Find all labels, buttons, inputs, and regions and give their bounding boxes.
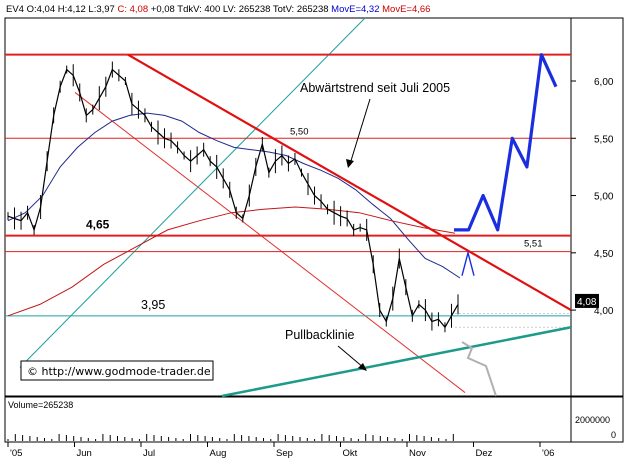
watermark-text: © http://www.godmode-trader.de xyxy=(27,365,211,378)
header-open: O:4,04 xyxy=(27,4,56,15)
volume-label: Volume=265238 xyxy=(8,400,73,410)
header-symbol: EV4 xyxy=(6,4,24,15)
header-lv: LV: 265238 xyxy=(223,4,271,15)
header-tdkv: TdkV: 400 xyxy=(177,4,220,15)
current-price-box xyxy=(575,293,599,308)
header-move-1: MovE=4,32 xyxy=(331,4,379,15)
projection-main xyxy=(454,53,558,232)
watermark-box xyxy=(20,360,214,381)
downtrend-arrow-head xyxy=(346,159,354,168)
ma-fast-line xyxy=(7,112,461,279)
pullback-line xyxy=(221,326,572,398)
level-label: 4,65 xyxy=(86,218,110,232)
projection-small xyxy=(461,250,475,276)
pullback-arrow xyxy=(337,345,365,369)
fan-lines xyxy=(19,17,466,393)
ma-slow-line xyxy=(7,206,456,317)
level-label: 5,51 xyxy=(524,239,543,250)
downtrend-arrow xyxy=(349,98,371,165)
x-tick-label: Aug xyxy=(210,448,227,459)
header-low: L:3,97 xyxy=(88,4,114,15)
fan-line-teal xyxy=(19,17,366,368)
x-tick-label: '05 xyxy=(10,448,22,459)
horizontal-levels: 5,50 4,65 5,51 3,95 xyxy=(5,53,571,317)
volume-bars xyxy=(7,434,454,441)
x-tick-label: Okt xyxy=(343,448,358,459)
x-tick-label: Dez xyxy=(476,448,493,459)
x-tick-label: '06 xyxy=(542,448,554,459)
price-series xyxy=(7,61,459,333)
pullback-annotation: Pullbacklinie xyxy=(285,328,355,342)
volume-panel xyxy=(4,396,572,443)
pullback-arrow-head xyxy=(358,363,367,371)
level-label: 3,95 xyxy=(141,298,165,312)
y-axis: 4,00 4,50 5,00 5,50 6,00 4,08 xyxy=(571,77,614,317)
level-label: 5,50 xyxy=(290,126,309,137)
x-tick-label: Jun xyxy=(77,448,92,459)
x-tick-label: Sep xyxy=(276,448,293,459)
header-move-2: MovE=4,66 xyxy=(382,4,430,15)
downtrend-annotation: Abwärtstrend seit Juli 2005 xyxy=(300,81,450,95)
projection-grey-alternative xyxy=(461,341,497,397)
fan-line-red xyxy=(74,92,466,393)
projection-path xyxy=(454,53,558,397)
header-high: H:4,12 xyxy=(58,4,86,15)
grid-lines xyxy=(455,313,571,328)
y-tick-label: 4,00 xyxy=(594,306,614,317)
downtrend-line xyxy=(127,53,572,312)
volume-axis-panel xyxy=(570,396,624,443)
y-tick-label: 5,00 xyxy=(594,192,614,203)
x-tick-label: Nov xyxy=(409,448,426,459)
y-tick-label: 5,50 xyxy=(594,134,614,145)
price-close-line xyxy=(7,68,459,329)
x-tick-label: Jul xyxy=(143,448,155,459)
y-tick-label: 6,00 xyxy=(594,77,614,88)
current-price-label: 4,08 xyxy=(577,297,597,308)
header-change: +0,08 xyxy=(151,4,175,15)
moving-averages xyxy=(7,112,461,317)
trend-lines xyxy=(127,53,572,398)
x-axis: '05 Jun Jul Aug Sep Okt Nov Dez '06 xyxy=(7,442,554,459)
volume-tick-high: 2000000 xyxy=(575,415,610,425)
y-axis-panel xyxy=(570,17,624,397)
y-tick-label: 4,50 xyxy=(594,249,614,260)
header-close: C: 4,08 xyxy=(117,4,148,15)
volume-tick-zero: 0 xyxy=(611,430,616,440)
chart-header: EV4 O:4,04 H:4,12 L:3,97 C: 4,08 +0,08 T… xyxy=(6,4,430,15)
header-totv: TotV: 265238 xyxy=(273,4,329,15)
